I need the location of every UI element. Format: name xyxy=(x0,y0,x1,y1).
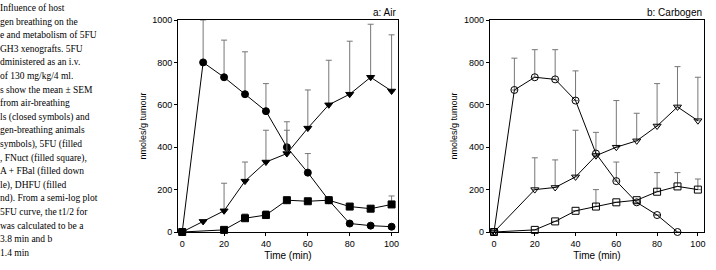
svg-text:0: 0 xyxy=(180,239,185,249)
svg-text:80: 80 xyxy=(652,239,662,249)
svg-text:200: 200 xyxy=(157,185,172,195)
html-text:A + FBal (filled down: A + FBal (filled down xyxy=(0,166,84,177)
svg-text:100: 100 xyxy=(384,239,399,249)
svg-text:600: 600 xyxy=(469,100,484,110)
html-text:3.8 min and b: 3.8 min and b xyxy=(0,234,53,245)
svg-text:20: 20 xyxy=(219,239,229,249)
svg-text:800: 800 xyxy=(469,58,484,68)
svg-text:60: 60 xyxy=(611,239,621,249)
svg-text:80: 80 xyxy=(345,239,355,249)
html-text:1.4 min: 1.4 min xyxy=(0,247,29,258)
svg-text:200: 200 xyxy=(469,185,484,195)
svg-text:0: 0 xyxy=(479,227,484,237)
html-text:gen-breathing animals: gen-breathing animals xyxy=(0,125,85,136)
html-text:dministered as an i.v.: dministered as an i.v. xyxy=(0,57,81,68)
html-text:symbols), 5FU (filled: symbols), 5FU (filled xyxy=(0,138,83,149)
svg-text:600: 600 xyxy=(157,100,172,110)
html-text:of 130 mg/kg/4 ml.: of 130 mg/kg/4 ml. xyxy=(0,71,74,81)
svg-text:0: 0 xyxy=(491,239,496,249)
svg-text:40: 40 xyxy=(261,239,271,249)
html-text:e and metabolism of 5FU: e and metabolism of 5FU xyxy=(0,30,97,41)
svg-text:400: 400 xyxy=(469,142,484,152)
html-text:Influence of host: Influence of host xyxy=(0,3,65,13)
svg-text:0: 0 xyxy=(167,227,172,237)
svg-text:60: 60 xyxy=(303,239,313,249)
svg-text:40: 40 xyxy=(571,239,581,249)
svg-text:1000: 1000 xyxy=(464,15,484,25)
svg-text:Time (min): Time (min) xyxy=(573,250,620,261)
html-text:nd). From a semi-log plot: nd). From a semi-log plot xyxy=(0,193,98,204)
svg-text:nmoles/g tumour: nmoles/g tumour xyxy=(138,92,148,159)
html-text:5FU curve, the t1/2 for: 5FU curve, the t1/2 for xyxy=(0,206,88,217)
html-text:le), DHFU (filled: le), DHFU (filled xyxy=(0,179,67,190)
svg-text:100: 100 xyxy=(690,239,705,249)
svg-text:400: 400 xyxy=(157,142,172,152)
svg-text:a: Air: a: Air xyxy=(373,7,396,18)
svg-text:Time (min): Time (min) xyxy=(264,250,311,261)
html-text:s show the mean ± SEM: s show the mean ± SEM xyxy=(0,84,93,95)
svg-text:1000: 1000 xyxy=(152,15,172,25)
svg-text:b: Carbogen: b: Carbogen xyxy=(647,7,702,18)
html-text:ls (closed symbols) and: ls (closed symbols) and xyxy=(0,111,90,122)
svg-text:nmoles/g tumour: nmoles/g tumour xyxy=(449,92,459,159)
html-text:from air-breathing: from air-breathing xyxy=(0,98,70,109)
html-text:GH3 xenografts. 5FU: GH3 xenografts. 5FU xyxy=(0,43,83,54)
svg-text:20: 20 xyxy=(530,239,540,249)
html-text:, FNuct (filled square),: , FNuct (filled square), xyxy=(0,152,87,163)
svg-text:800: 800 xyxy=(157,58,172,68)
html-text:was calculated to be a: was calculated to be a xyxy=(0,220,84,231)
html-text:gen breathing on the: gen breathing on the xyxy=(0,16,78,27)
